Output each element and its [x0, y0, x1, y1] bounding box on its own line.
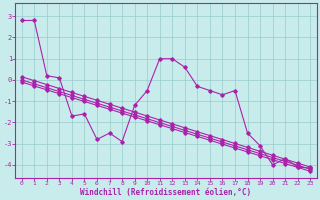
X-axis label: Windchill (Refroidissement éolien,°C): Windchill (Refroidissement éolien,°C) [80, 188, 252, 197]
